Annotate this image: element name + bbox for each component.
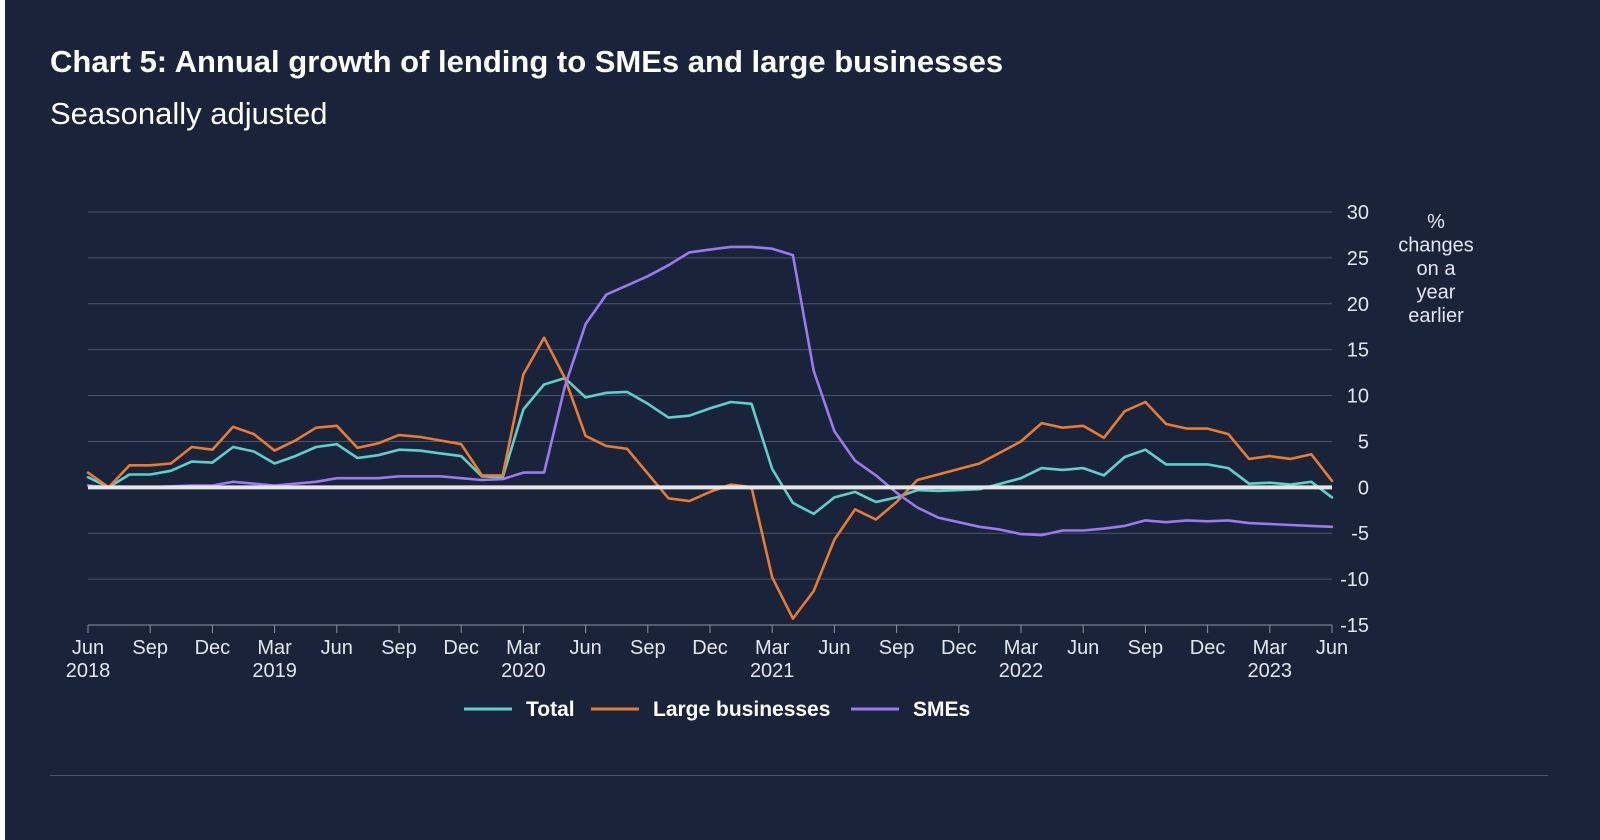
y-axis-unit-label: % changes on a year earlier: [1398, 211, 1474, 327]
x-tick-label: Sep: [879, 637, 915, 659]
x-tick-label: Mar: [506, 637, 541, 659]
legend-label: SMEs: [913, 698, 970, 721]
y-tick-label: -5: [1351, 523, 1369, 545]
x-tick-label: Mar: [257, 637, 292, 659]
x-tick-year-label: 2023: [1248, 660, 1293, 682]
x-tick-year-label: 2020: [501, 660, 546, 682]
series-line-large-businesses: [86, 336, 1334, 620]
chart-subtitle: Seasonally adjusted: [50, 96, 328, 131]
legend-label: Large businesses: [653, 698, 830, 721]
y-tick-label: 20: [1347, 294, 1369, 316]
x-tick-year-label: 2019: [252, 660, 297, 682]
y-axis-unit-line: %: [1427, 211, 1445, 233]
legend-label: Total: [526, 698, 575, 721]
x-tick-label: Jun: [569, 637, 601, 659]
x-tick-year-label: 2021: [750, 660, 795, 682]
series-line-total: [86, 376, 1334, 516]
x-tick-label: Dec: [195, 637, 231, 659]
y-axis-unit-line: changes: [1398, 235, 1474, 257]
chart-panel: [5, 0, 1600, 840]
y-tick-label: -10: [1340, 569, 1369, 591]
x-tick-label: Jun: [818, 637, 850, 659]
y-tick-label: 15: [1347, 340, 1369, 362]
y-tick-label: 10: [1347, 386, 1369, 408]
x-tick-label: Mar: [1004, 637, 1039, 659]
legend: Total Large businesses SMEs: [464, 698, 970, 721]
x-tick-label: Jun: [1316, 637, 1348, 659]
x-tick-label: Mar: [755, 637, 790, 659]
y-axis-unit-line: year: [1417, 282, 1456, 304]
x-tick-label: Mar: [1253, 637, 1288, 659]
y-tick-label: 5: [1358, 431, 1369, 453]
x-tick-year-label: 2018: [66, 660, 111, 682]
x-tick-label: Sep: [630, 637, 666, 659]
grid-lines: [88, 211, 1332, 626]
series-lines: [86, 245, 1334, 620]
x-tick-label: Dec: [443, 637, 479, 659]
legend-item-smes: SMEs: [851, 698, 970, 721]
y-axis-ticks: 30 25 20 15 10 5 0 -5 -10 -15: [1340, 202, 1369, 637]
x-tick-label: Sep: [381, 637, 417, 659]
y-tick-label: 25: [1347, 248, 1369, 270]
x-tick-label: Dec: [1190, 637, 1226, 659]
x-tick-year-label: 2022: [999, 660, 1044, 682]
y-tick-label: 0: [1358, 477, 1369, 499]
x-tick-label: Jun: [321, 637, 353, 659]
y-tick-label: 30: [1347, 202, 1369, 224]
footer-divider: [50, 775, 1548, 776]
legend-item-large-businesses: Large businesses: [591, 698, 830, 721]
chart-title: Chart 5: Annual growth of lending to SME…: [50, 44, 1004, 79]
x-tick-label: Sep: [132, 637, 168, 659]
y-axis-unit-line: earlier: [1408, 305, 1464, 327]
x-tick-label: Dec: [941, 637, 977, 659]
x-tick-label: Jun: [72, 637, 104, 659]
x-tick-label: Sep: [1128, 637, 1164, 659]
y-tick-label: -15: [1340, 615, 1369, 637]
legend-item-total: Total: [464, 698, 575, 721]
x-tick-label: Dec: [692, 637, 728, 659]
series-line-smes: [86, 245, 1334, 537]
x-tick-label: Jun: [1067, 637, 1099, 659]
y-axis-unit-line: on a: [1417, 258, 1457, 280]
